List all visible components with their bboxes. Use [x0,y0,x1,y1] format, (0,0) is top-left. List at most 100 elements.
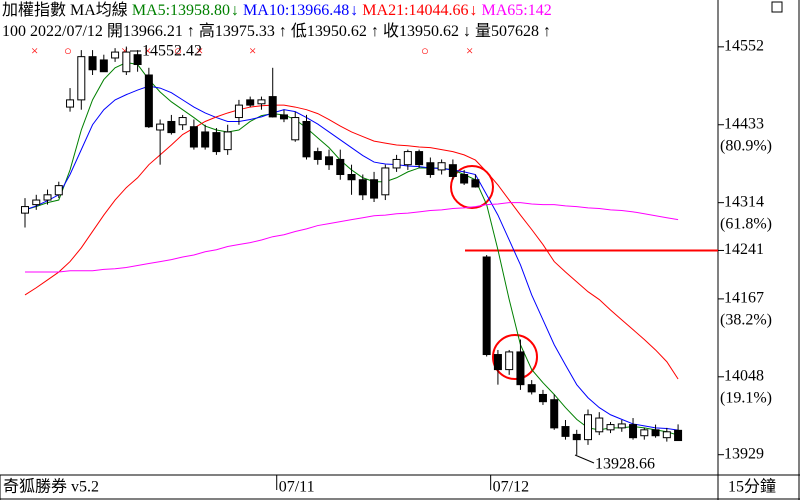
candle-body [189,126,198,148]
candle-body [66,99,75,108]
candle-body [133,54,142,66]
candle-body [279,114,288,120]
candle-body [493,354,502,371]
ma-line [25,202,679,273]
candle-body [629,424,638,439]
candle-body [358,179,367,196]
candle-body [471,179,480,188]
candle-body [595,417,604,433]
candle-body [144,74,153,128]
period[interactable]: 15分鐘 [728,478,776,496]
signal: ○ [421,43,429,58]
signal: × [144,43,151,58]
fib-label: (80.9%) [720,137,772,154]
candle-body [336,158,345,176]
candle-body [21,206,29,214]
candle-body [437,162,446,171]
candle-body [234,104,243,119]
signal: × [121,43,128,58]
candle-body [527,384,536,393]
y-tick-label: 14433 [724,115,764,132]
legend-arrow: ↓ [350,2,359,19]
candle-body [651,429,660,437]
info-row: 100 2022/07/12 開13966.21 ↑ 高13975.33 ↑ 低13950.… [2,22,718,42]
low-annotation: 13928.66 [595,456,655,473]
candle-body [381,167,390,196]
highlight-circle [450,165,494,209]
fib-label: (61.8%) [720,215,772,232]
signal: × [196,43,203,58]
info-item: 開13966.21 [106,23,183,40]
high-annotation: 14552.42 [142,43,202,60]
candle-body [32,199,41,206]
signal: × [31,43,38,58]
y-tick-label: 14314 [724,193,764,210]
y-tick-label: 13929 [724,445,764,462]
candle-body [662,431,671,439]
legend-entry: MA5:13958.80 [131,2,231,19]
candle-body [415,151,424,166]
candle-body [99,59,108,73]
candle-body [370,179,379,199]
footer: 奇狐勝券 v5.2 [3,478,99,496]
candle-body [505,351,514,371]
signal: ○ [64,43,72,58]
fib-label: (19.1%) [720,389,772,406]
candle-body [201,131,210,148]
candle-body [111,51,120,59]
candle-body [325,156,334,166]
candle-body [403,151,412,166]
candle-body [212,132,221,153]
legend-arrow: ↓ [469,2,478,19]
candle-body [674,429,683,442]
candle-body [617,423,626,429]
candle-body [257,99,266,105]
indicator: MA均線 [70,2,128,19]
annotation-leader [574,454,595,464]
candle-body [392,158,401,169]
legend-entry: MA10:13966.48 [243,2,350,19]
candle-body [584,414,592,441]
y-tick-label: 14167 [724,290,764,307]
candle-body [606,424,615,431]
info-item: 低13950.62 [290,23,367,40]
candle-body [246,99,255,106]
candle-body [122,51,131,73]
candle-body [538,393,547,403]
highlight-circle [492,334,538,380]
ma-line [24,85,679,431]
y-tick-label: 14552 [724,38,764,55]
info-item: ↑ [370,23,379,40]
candle-body [460,174,469,184]
candle-body [43,194,52,201]
y-tick-label: 14241 [724,241,764,258]
candle-body [77,56,86,101]
legend-arrow: ↓ [231,2,240,19]
candle-body [88,56,97,71]
candle-body [54,185,63,196]
info-item: ↓ [462,23,471,40]
fib-label: (38.2%) [720,312,772,329]
candle-body [167,120,176,134]
candle-body [291,117,300,141]
candle-body [482,256,491,356]
window-button[interactable] [771,1,783,13]
info-item: ↑ [186,23,195,40]
x-tick-label: 07/12 [493,479,529,496]
candle-body [268,96,277,118]
candle-body [448,164,457,177]
candle-body [426,162,435,176]
candle-body [561,426,570,437]
chart-title: 加權指數 [2,2,67,19]
info-item: 量507628 [474,23,539,40]
legend-entry: MA65:142 [481,2,552,19]
candle-body [178,117,187,126]
candle-body [302,120,311,158]
signal: ○ [174,43,182,58]
info-item: ↑ [278,23,287,40]
x-tick-label: 07/11 [279,479,315,496]
info-item: 100 [2,23,26,40]
legend-entry: MA21:14044.66 [362,2,469,19]
